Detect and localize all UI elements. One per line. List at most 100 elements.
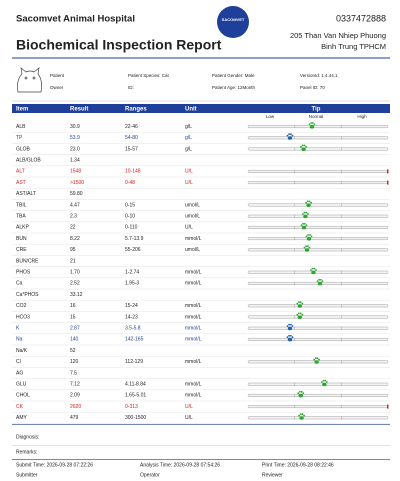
paw-pad [322, 382, 327, 387]
unit: umol/L [185, 202, 200, 208]
paw-toe [286, 134, 289, 137]
result: 2.52 [70, 281, 80, 287]
address: 205 Than Van Nhiep Phuong [290, 31, 386, 40]
paw-toe [288, 323, 290, 326]
paw-toe [291, 134, 294, 137]
paw-pad [287, 326, 293, 331]
item: TBIL [16, 202, 27, 208]
paw-icon [316, 278, 324, 286]
patient-field: Panel ID: 70 [300, 85, 325, 90]
item: TBA [16, 214, 26, 220]
logo [217, 6, 249, 38]
paw-toe [286, 325, 289, 327]
paw-toe [298, 301, 300, 304]
paw-pad [297, 315, 303, 320]
range: 112-129 [125, 359, 143, 365]
item: AST [16, 180, 26, 186]
item: CK [16, 404, 24, 410]
paw-pad [314, 360, 319, 364]
result: 479 [70, 415, 79, 421]
paw-icon [298, 413, 306, 420]
remarks: Remarks: [16, 450, 37, 456]
item: Na [16, 337, 23, 343]
result: 8.22 [70, 236, 80, 242]
tip-bar [247, 169, 389, 173]
item: Ca*PHOS [16, 292, 39, 298]
result: 16 [70, 303, 76, 309]
tip-bar [247, 125, 389, 129]
tip-bar [247, 181, 389, 184]
paw-toe [310, 201, 312, 204]
range: 54-80 [125, 135, 138, 141]
unit: mmol/L [185, 359, 202, 365]
address: Binh Trung TPHCM [321, 42, 386, 51]
paw-toe [310, 269, 312, 271]
paw-pad [298, 393, 303, 398]
patient-field: VersionId: 1.4.44.1 [300, 73, 338, 78]
paw-toe [302, 392, 305, 395]
range: 1-2.74 [125, 270, 139, 276]
item: GLU [16, 382, 27, 388]
paw-toe [318, 358, 321, 361]
range: 15-24 [125, 303, 138, 309]
paw-toe [286, 336, 289, 339]
hospital-name: Sacomvet Animal Hospital [16, 14, 135, 25]
paw-toe [300, 390, 303, 393]
unit: umol/L [185, 247, 200, 253]
range: 0-10 [125, 214, 135, 220]
item: Cl [16, 359, 21, 365]
tip-label: Normal [309, 114, 324, 119]
paw-toe [315, 269, 317, 271]
paw-pad [306, 203, 311, 207]
paw-toe [301, 413, 304, 416]
paw-toe [301, 302, 304, 305]
result: 52 [70, 348, 76, 354]
paw-toe [297, 392, 300, 395]
tip-bar [247, 315, 389, 319]
paw-toe [314, 357, 317, 360]
paw-toe [288, 334, 290, 337]
result: 7.5 [70, 370, 77, 376]
item: Na/K [16, 348, 28, 354]
paw-toe [310, 122, 312, 124]
paw-toe [290, 133, 292, 136]
paw-icon [296, 301, 304, 308]
item: CRE [16, 247, 27, 253]
result: 59.80 [70, 191, 83, 197]
paw-toe [303, 246, 306, 249]
patient-field: Owner [50, 85, 64, 90]
tip-bar [247, 405, 389, 408]
range: 300-1500 [125, 415, 146, 421]
paw-toe [311, 122, 314, 124]
cat-icon [17, 67, 42, 93]
time: Print Time: 2026-09-28 08:22:46 [262, 463, 334, 469]
paw-pad [306, 237, 312, 241]
item: ALKP [16, 225, 29, 231]
item: HCO3 [16, 314, 30, 320]
result: >1500 [70, 180, 84, 186]
range: 1.65-5.01 [125, 393, 146, 399]
result: 2620 [70, 404, 81, 410]
paw-toe [304, 222, 306, 225]
paw-pad [301, 225, 307, 230]
tip-bar [247, 225, 389, 229]
paw-toe [308, 246, 311, 249]
column-header: Tip [312, 106, 321, 112]
paw-toe [305, 224, 308, 227]
unit: U/L [185, 169, 193, 175]
range: 5.7-13.9 [125, 236, 144, 242]
paw-pad [317, 281, 323, 286]
paw-icon [296, 312, 304, 320]
tip-bar [247, 304, 389, 308]
unit: mmol/L [185, 382, 202, 388]
tip-bar [247, 326, 389, 330]
paw-toe [300, 145, 302, 148]
unit: mmol/L [185, 303, 202, 309]
column-header: Ranges [125, 106, 147, 112]
paw-icon [300, 222, 308, 230]
paw-toe [299, 312, 302, 315]
role: Operator [140, 473, 160, 479]
range: 22-46 [125, 124, 138, 130]
